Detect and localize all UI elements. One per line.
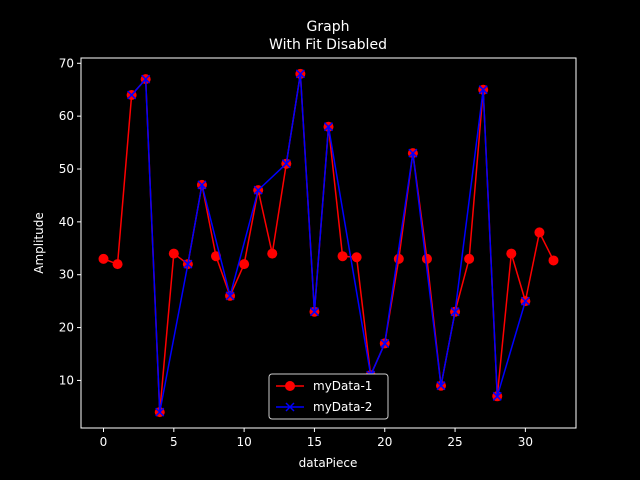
data-point-mydata-1 — [211, 251, 221, 262]
data-point-mydata-2 — [127, 90, 137, 100]
chart-title: Graph — [307, 19, 350, 35]
x-tick-label: 25 — [447, 435, 462, 449]
x-tick-label: 15 — [307, 435, 322, 449]
series-mydata-2 — [127, 69, 530, 417]
data-point-mydata-1 — [267, 248, 278, 259]
chart-subtitle: With Fit Disabled — [269, 37, 387, 53]
data-point-mydata-1 — [112, 259, 123, 270]
x-tick-label: 5 — [170, 435, 178, 449]
data-point-mydata-2 — [183, 259, 193, 269]
y-tick-label: 70 — [59, 56, 74, 70]
data-point-mydata-1 — [534, 227, 545, 238]
plot-area — [80, 57, 577, 429]
data-point-mydata-2 — [197, 180, 207, 190]
data-point-mydata-2 — [450, 307, 460, 317]
data-point-mydata-2 — [436, 381, 446, 391]
data-point-mydata-1 — [393, 253, 404, 264]
y-axis: 10 20 30 40 50 60 70 — [59, 56, 81, 387]
data-point-mydata-2 — [520, 296, 530, 306]
y-tick-label: 10 — [59, 373, 74, 387]
data-point-mydata-2 — [281, 159, 291, 169]
data-point-mydata-2 — [295, 69, 305, 79]
x-axis-label: dataPiece — [299, 456, 358, 470]
data-point-mydata-2 — [253, 185, 263, 195]
data-point-mydata-2 — [225, 291, 235, 301]
y-axis-label: Amplitude — [32, 212, 46, 274]
data-point-mydata-1 — [98, 253, 109, 264]
data-point-mydata-2 — [309, 307, 319, 317]
y-tick-label: 50 — [59, 162, 74, 176]
legend-marker-mydata-2 — [285, 402, 295, 412]
y-tick-label: 20 — [59, 321, 74, 335]
y-tick-label: 40 — [59, 215, 74, 229]
data-point-mydata-1 — [239, 259, 250, 270]
data-point-mydata-1 — [351, 252, 362, 263]
data-point-mydata-2 — [492, 391, 502, 401]
data-point-mydata-2 — [141, 74, 151, 84]
data-point-mydata-1 — [548, 255, 559, 266]
x-tick-label: 20 — [377, 435, 392, 449]
data-point-mydata-2 — [478, 85, 488, 95]
data-point-mydata-2 — [380, 338, 390, 348]
y-tick-label: 60 — [59, 109, 74, 123]
legend-label-mydata-2: myData-2 — [313, 400, 372, 414]
data-point-mydata-1 — [337, 251, 348, 262]
data-point-mydata-1 — [168, 248, 179, 259]
x-tick-label: 0 — [100, 435, 108, 449]
data-point-mydata-2 — [155, 407, 165, 417]
data-point-mydata-2 — [323, 122, 334, 132]
data-point-mydata-2 — [408, 148, 418, 158]
data-point-mydata-1 — [421, 253, 432, 264]
legend-marker-mydata-1 — [285, 381, 295, 391]
x-tick-label: 10 — [236, 435, 251, 449]
x-tick-label: 30 — [518, 435, 533, 449]
x-axis: 0 5 10 15 20 25 30 — [100, 428, 533, 449]
legend: myData-1 myData-2 — [268, 373, 389, 420]
legend-label-mydata-1: myData-1 — [313, 379, 372, 393]
y-tick-label: 30 — [59, 268, 74, 282]
data-point-mydata-1 — [506, 248, 517, 259]
data-point-mydata-1 — [464, 253, 475, 264]
